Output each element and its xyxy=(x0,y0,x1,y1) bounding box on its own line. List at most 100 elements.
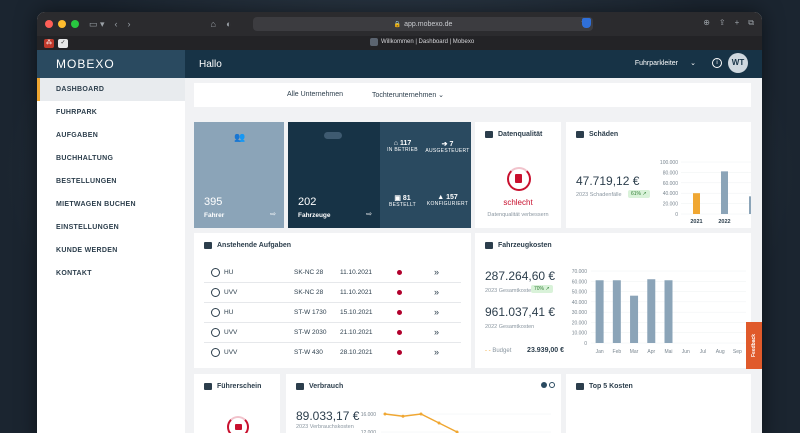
y-tick-label: 30.000 xyxy=(572,310,588,316)
role-selector[interactable]: Fuhrparkleiter xyxy=(634,60,678,67)
table-row[interactable]: UVV ST-W 430 28.10.2021 » xyxy=(204,343,461,363)
task-type: UVV xyxy=(224,329,238,336)
sidebar-item-buchhaltung[interactable]: BUCHHALTUNG xyxy=(56,155,114,162)
y-tick-label: 0 xyxy=(584,341,587,347)
car-icon xyxy=(324,132,342,139)
bar xyxy=(664,280,673,343)
table-row[interactable]: HU SK-NC 28 11.10.2021 » xyxy=(204,263,461,283)
costs-badge: 70% ↗ xyxy=(531,285,553,293)
vehicle-costs-card: Fahrzeugkosten 287.264,60 € 2023 Gesamtk… xyxy=(475,233,751,368)
back-icon[interactable]: ‹ xyxy=(114,19,118,29)
damages-badge: 61% ↗ xyxy=(628,190,650,198)
sidebar-item-mietwagen-buchen[interactable]: MIETWAGEN BUCHEN xyxy=(56,201,136,208)
table-row[interactable]: UVV ST-W 2030 21.10.2021 » xyxy=(204,323,461,343)
chevron-right-icon[interactable]: » xyxy=(434,327,440,337)
minimize-window-button[interactable] xyxy=(58,20,66,28)
license-gauge xyxy=(227,416,249,433)
chevron-down-icon: ⌄ xyxy=(438,92,445,99)
sidebar-item-kunde-werden[interactable]: KUNDE WERDEN xyxy=(56,247,118,254)
x-tick-label: Sep xyxy=(733,349,742,355)
y-tick-label: 12.000 xyxy=(361,430,377,433)
company-filter[interactable]: Alle Unternehmen xyxy=(287,91,344,98)
subsidiary-filter[interactable]: Tochterunternehmen ⌄ xyxy=(372,91,444,99)
download-icon[interactable]: ⊕ xyxy=(703,18,710,27)
chevron-right-icon[interactable]: » xyxy=(434,347,440,357)
sidebar-item-dashboard[interactable]: DASHBOARD xyxy=(37,78,185,101)
pinned-tab-asana-icon[interactable]: ⁂ xyxy=(44,38,54,48)
status-ausgesteuert[interactable]: ➔ 7 AUSGESTEUERT xyxy=(425,140,470,154)
damages-chart: 100.000 80.000 60.000 40.000 20.000 0 2021 2022 xyxy=(660,160,751,225)
tab-title: Willkommen | Dashboard | Mobexo xyxy=(381,39,475,45)
sidebar-item-fuhrpark[interactable]: FUHRPARK xyxy=(56,109,98,116)
tasks-card: Anstehende Aufgaben HU SK-NC 28 11.10.20… xyxy=(194,233,471,368)
new-tab-icon[interactable]: + xyxy=(734,18,740,27)
address-bar[interactable]: 🔒 app.mobexo.de ↻ xyxy=(253,17,593,31)
drivers-tile[interactable]: 👥 395 Fahrer ⇨ xyxy=(194,122,284,228)
card-title-text: Anstehende Aufgaben xyxy=(217,242,292,249)
task-date: 15.10.2021 xyxy=(340,309,373,316)
sidebar-item-einstellungen[interactable]: EINSTELLUNGEN xyxy=(56,224,120,231)
consumption-note: 2023 Verbrauchskosten xyxy=(296,424,354,430)
lock-icon: 🔒 xyxy=(393,21,402,28)
vehicle-status-tile: ⌂ 117 IN BETRIEB ➔ 7 AUSGESTEUERT ▣ 81 B… xyxy=(380,122,471,228)
brand-logo[interactable]: MOBEXO xyxy=(37,50,185,78)
card-title: Fahrzeugkosten xyxy=(485,242,552,249)
home-icon[interactable]: ⌂ xyxy=(210,19,216,29)
garage-icon: ⌂ xyxy=(393,140,400,147)
card-title: Schäden xyxy=(576,131,618,138)
avatar[interactable]: WT xyxy=(728,53,748,73)
status-in-betrieb[interactable]: ⌂ 117 IN BETRIEB xyxy=(380,140,425,153)
stat-value: 117 xyxy=(399,140,412,147)
chevron-right-icon[interactable]: » xyxy=(434,287,440,297)
vehicle-costs-chart: 70.000 60.000 50.000 40.000 30.000 20.000 10.0… xyxy=(572,269,746,355)
y-tick-label: 10.000 xyxy=(572,331,588,337)
bar xyxy=(693,193,700,214)
status-konfiguriert[interactable]: ▲ 157 KONFIGURIERT xyxy=(425,194,470,207)
vehicles-tile[interactable]: 202 Fahrzeuge ⇨ xyxy=(288,122,380,228)
status-bestellt[interactable]: ▣ 81 BESTELLT xyxy=(380,194,425,208)
forward-icon[interactable]: › xyxy=(127,19,131,29)
quality-status: schlecht xyxy=(503,198,533,207)
carousel-dot[interactable] xyxy=(549,382,555,388)
app: MOBEXO Hallo Fuhrparkleiter ⌄ i WT DASHB… xyxy=(37,50,762,433)
privacy-icon[interactable]: ◐ xyxy=(225,19,232,29)
pinned-tab-check-icon[interactable]: ✓ xyxy=(58,38,68,48)
damages-card: Schäden 47.719,12 € 2023 Schadenfälle 61… xyxy=(566,122,751,228)
active-tab[interactable]: Willkommen | Dashboard | Mobexo xyxy=(370,38,474,46)
data-point xyxy=(383,412,387,416)
table-row[interactable]: HU ST-W 1730 15.10.2021 » xyxy=(204,303,461,323)
sidebar-item-kontakt[interactable]: KONTAKT xyxy=(56,270,92,277)
card-title-text: Top 5 Kosten xyxy=(589,383,633,390)
close-window-button[interactable] xyxy=(45,20,53,28)
maximize-window-button[interactable] xyxy=(71,20,79,28)
chevron-right-icon[interactable]: » xyxy=(434,307,440,317)
id-card-icon xyxy=(204,383,212,390)
tab-overview-icon[interactable]: ⧉ xyxy=(748,18,754,27)
status-dot xyxy=(397,330,402,335)
stat-value: 7 xyxy=(449,141,454,148)
status-dot xyxy=(397,270,402,275)
car-icon xyxy=(576,383,584,390)
sidebar-item-bestellungen[interactable]: BESTELLUNGEN xyxy=(56,178,117,185)
sidebar-item-aufgaben[interactable]: AUFGABEN xyxy=(56,132,99,139)
table-row[interactable]: UVV SK-NC 28 11.10.2021 » xyxy=(204,283,461,303)
drivers-count: 395 xyxy=(204,196,223,208)
carousel-dot-active[interactable] xyxy=(541,382,547,388)
top5-costs-card: Top 5 Kosten xyxy=(566,374,751,433)
chevron-right-icon[interactable]: » xyxy=(434,267,440,277)
feedback-tab[interactable]: Feedback xyxy=(746,322,762,369)
chevron-down-icon[interactable]: ⌄ xyxy=(690,60,696,67)
sidebar-toggle-icon[interactable]: ▭ ▾ xyxy=(89,18,105,29)
improve-quality-link[interactable]: Datenqualität verbessern xyxy=(487,212,549,218)
arrow-right-icon: ⇨ xyxy=(366,211,372,218)
bar xyxy=(721,171,728,214)
data-point xyxy=(401,414,405,418)
browser-actions: ⊕ ⇪ + ⧉ xyxy=(703,18,754,28)
costs-2022-note: 2022 Gesamtkosten xyxy=(485,324,535,330)
extension-shield-icon[interactable] xyxy=(582,18,591,28)
share-icon[interactable]: ⇪ xyxy=(718,18,726,27)
info-icon[interactable]: i xyxy=(712,58,722,68)
x-tick-label: Jun xyxy=(682,349,690,355)
inspection-icon xyxy=(211,308,220,317)
inspection-icon xyxy=(211,268,220,277)
